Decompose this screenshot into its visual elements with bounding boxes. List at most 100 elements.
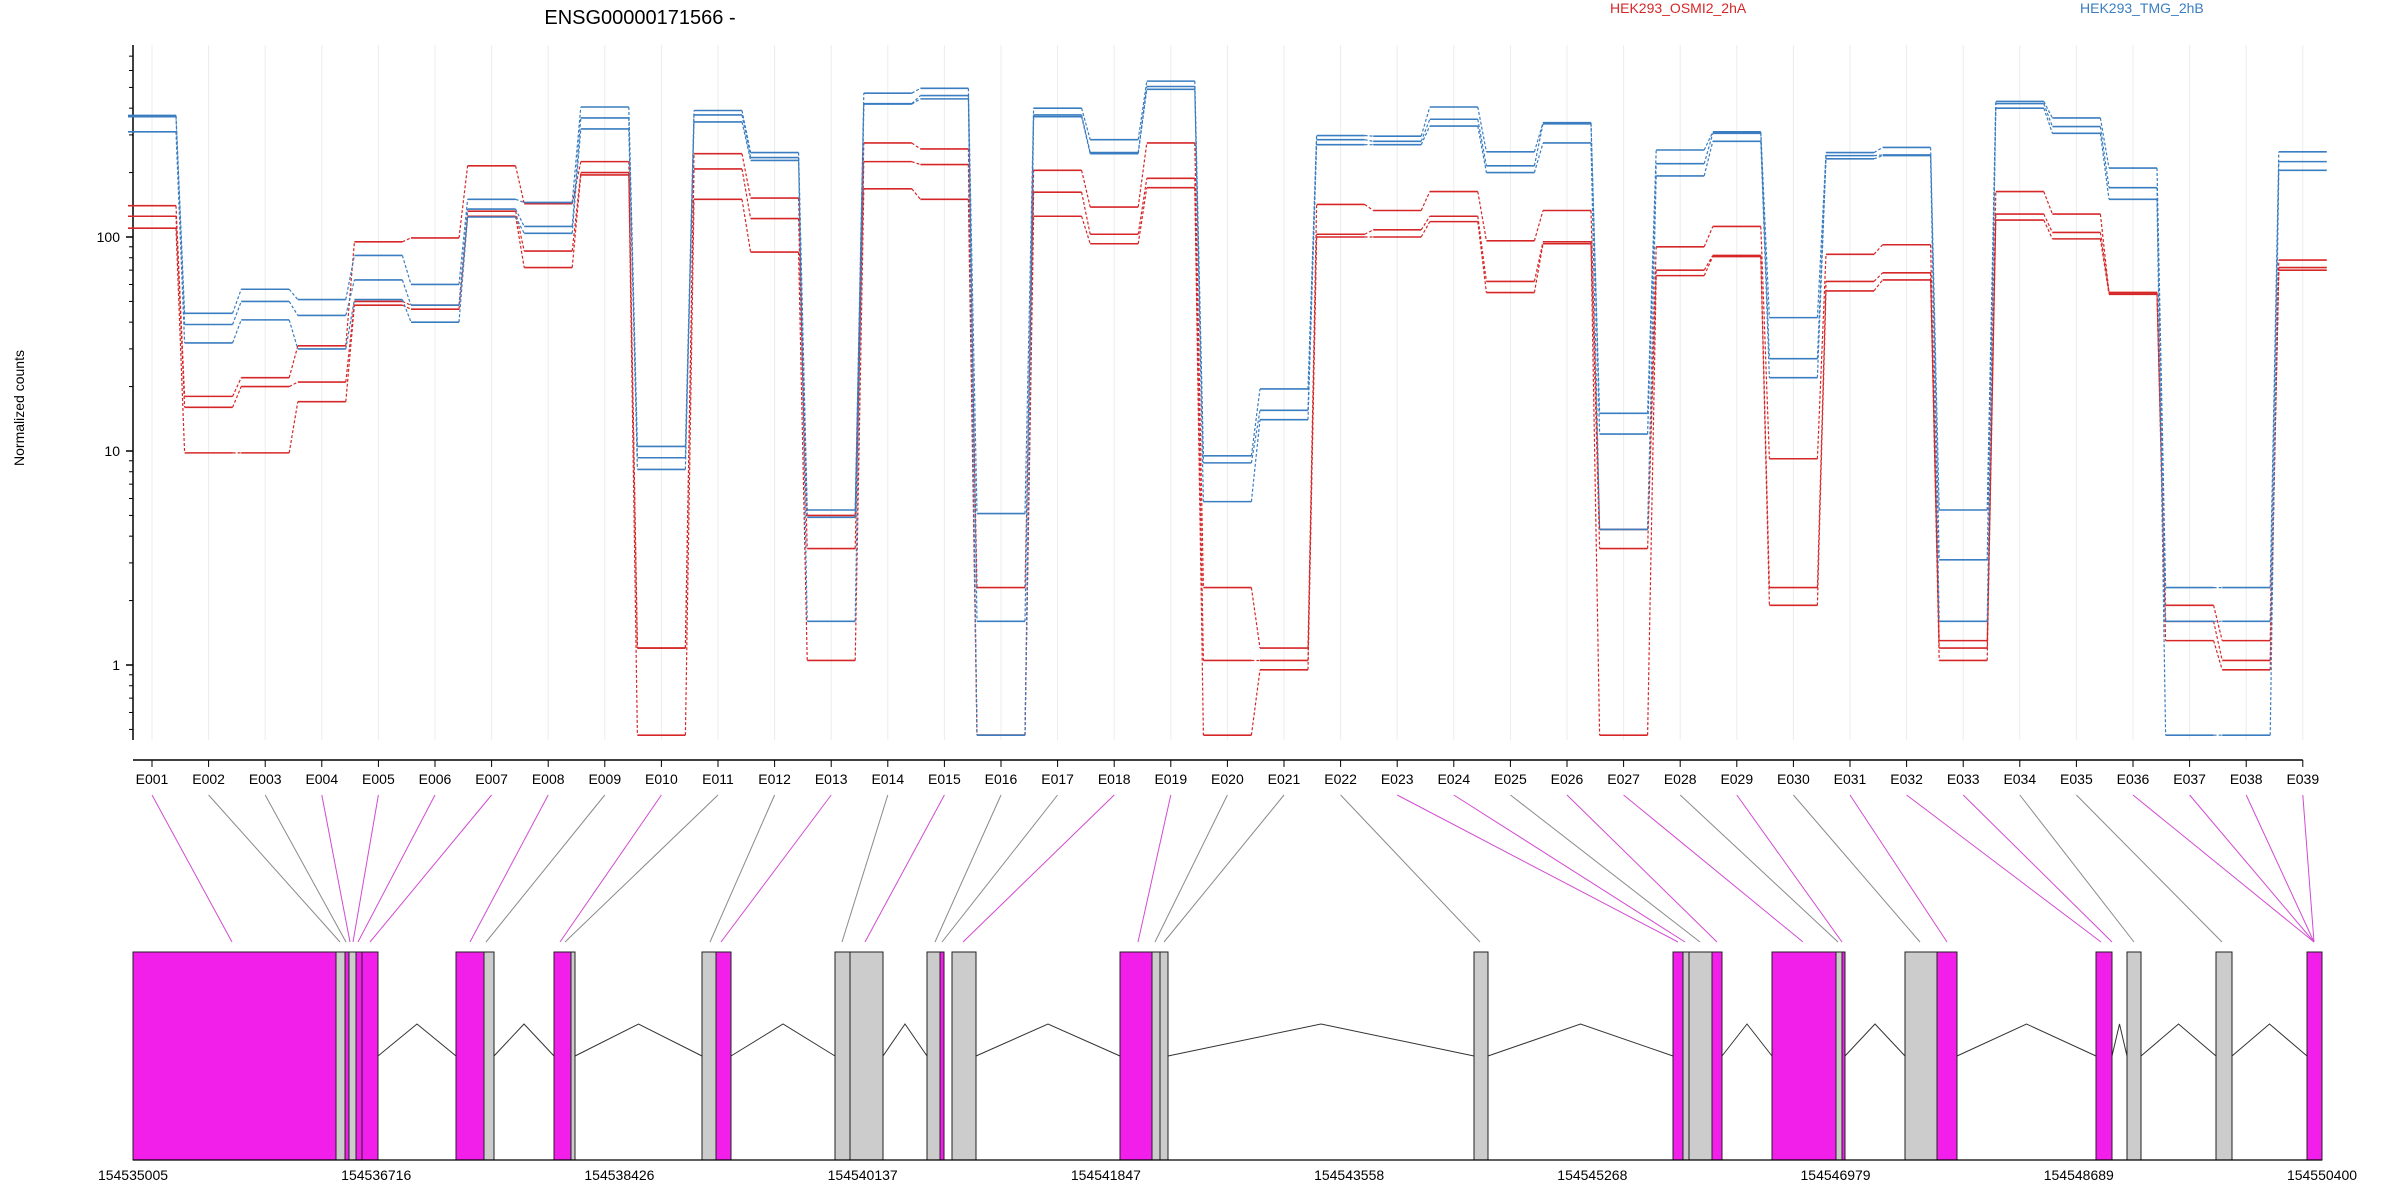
chart-title: ENSG00000171566 - [544,7,735,29]
series-connector [1703,133,1714,164]
series-connector [967,148,978,588]
exon-highlighted [1841,951,1846,1161]
exon [834,951,851,1161]
series-connector [515,198,525,204]
series-connector [175,216,186,408]
connector-E023 [1396,794,1679,943]
x-tick-label: E037 [2173,771,2206,787]
exon [1159,951,1169,1161]
connector-E008 [469,794,549,943]
series-connector [741,114,752,158]
exon-highlighted [361,951,379,1161]
exon [701,951,717,1161]
coordinate-label: 154538426 [584,1167,654,1183]
connector-E036 [2132,794,2315,943]
series-connector [345,241,355,346]
series-connector [1420,215,1431,231]
series-connector [1533,122,1544,153]
x-tick-label: E004 [305,771,338,787]
series-connector [1250,587,1261,649]
series-connector [458,209,469,306]
connector-E024 [1453,794,1686,943]
x-tick-label: E030 [1777,771,1810,787]
series-connector [345,305,355,402]
series-connector [345,255,355,300]
series-connector [1533,123,1544,166]
x-tick-label: E019 [1154,771,1187,787]
x-tick-label: E013 [815,771,848,787]
coordinate-label: 154550400 [2287,1167,2357,1183]
series-connector [798,218,808,549]
series-connector [288,381,299,388]
series-connector [1986,103,1997,560]
exon [1835,951,1843,1161]
exon-highlighted [1936,951,1958,1161]
series-connector [684,199,695,736]
connector-E020 [1154,794,1228,943]
series-connector [1533,142,1544,173]
connector-E033 [1962,794,2113,943]
exon-highlighted [344,951,350,1161]
series-connector [1873,244,1884,255]
x-tick-label: E035 [2060,771,2093,787]
intron-line [2111,1023,2128,1057]
connector-E028 [1679,794,1839,943]
x-tick-label: E008 [532,771,565,787]
intron-line [1721,1023,1773,1057]
x-tick-label: E034 [2003,771,2036,787]
intron-line [882,1023,928,1057]
series-connector [2043,219,2053,240]
intron-line [730,1023,836,1057]
y-tick-label: 10 [104,443,120,459]
series-connector [515,216,525,268]
connector-E019 [1137,794,1172,943]
exon-highlighted [939,951,945,1161]
series-connector [2043,101,2053,119]
series-connector [2269,170,2280,736]
series-connector [1024,116,1035,736]
coordinate-label: 154541847 [1071,1167,1141,1183]
series-connector [2099,126,2110,188]
series-connector [854,103,865,518]
exon [1151,951,1161,1161]
series-connector [1477,106,1487,152]
series-connector [1873,154,1883,157]
legend-tmg: HEK293_TMG_2hB [2080,0,2204,16]
connector-E026 [1566,794,1718,943]
series-connector [1137,178,1148,235]
connector-E018 [962,794,1115,943]
exon-highlighted [455,951,485,1161]
series-connector [684,121,695,470]
series-connector [628,128,638,470]
connector-E032 [1906,794,2102,943]
series-connector [1081,170,1091,208]
connector-E031 [1849,794,1948,943]
series-connector [1703,255,1714,271]
series-connector [1760,141,1770,378]
connector-E016 [934,794,1002,943]
connector-E002 [208,794,341,943]
series-connector [2156,294,2167,641]
series-connector [1986,220,1997,661]
series-connector [1647,270,1657,549]
x-tick-label: E039 [2286,771,2319,787]
connector-E015 [864,794,945,943]
series-connector [2156,187,2167,622]
exon [2126,951,2142,1161]
x-tick-label: E026 [1551,771,1584,787]
coordinate-label: 154536716 [341,1167,411,1183]
series-connector [232,319,242,344]
exon [1904,951,1938,1161]
series-connector [1194,187,1204,736]
connector-E010 [559,794,662,943]
series-connector [515,208,525,227]
x-tick-label: E001 [136,771,169,787]
exon-highlighted [2306,951,2323,1161]
series-connector [571,174,582,268]
intron-line [574,1023,703,1057]
series-connector [2156,199,2167,736]
exon-highlighted [715,951,732,1161]
series-connector [911,98,921,105]
x-tick-label: E033 [1947,771,1980,787]
connector-E025 [1510,794,1701,943]
